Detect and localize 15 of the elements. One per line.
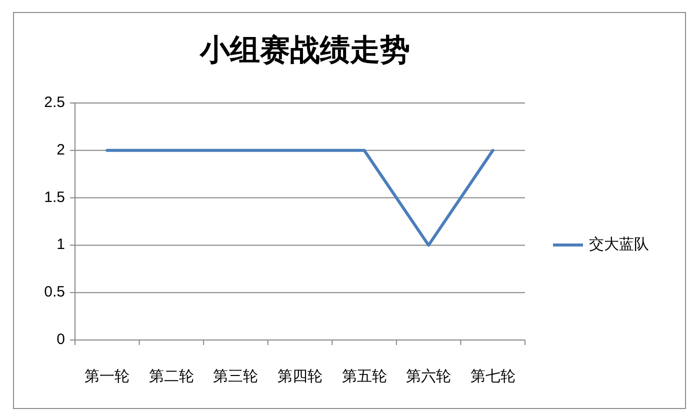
chart-title: 小组赛战绩走势 bbox=[199, 32, 410, 67]
x-tick-label: 第六轮 bbox=[406, 368, 452, 385]
x-tick-label: 第五轮 bbox=[342, 368, 387, 385]
legend-label: 交大蓝队 bbox=[589, 236, 649, 253]
x-tick-label: 第四轮 bbox=[278, 368, 322, 385]
y-tick-label: 2.5 bbox=[44, 94, 65, 111]
y-tick-label: 2 bbox=[56, 141, 65, 158]
x-tick-label: 第一轮 bbox=[84, 368, 130, 385]
x-tick-label: 第七轮 bbox=[470, 368, 516, 385]
x-tick-label: 第二轮 bbox=[148, 368, 194, 385]
x-tick-label: 第三轮 bbox=[213, 368, 258, 385]
y-tick-label: 1.5 bbox=[44, 188, 65, 206]
y-tick-label: 0 bbox=[56, 330, 65, 348]
y-tick-label: 1 bbox=[56, 236, 65, 254]
y-tick-label: 0.5 bbox=[44, 284, 65, 301]
